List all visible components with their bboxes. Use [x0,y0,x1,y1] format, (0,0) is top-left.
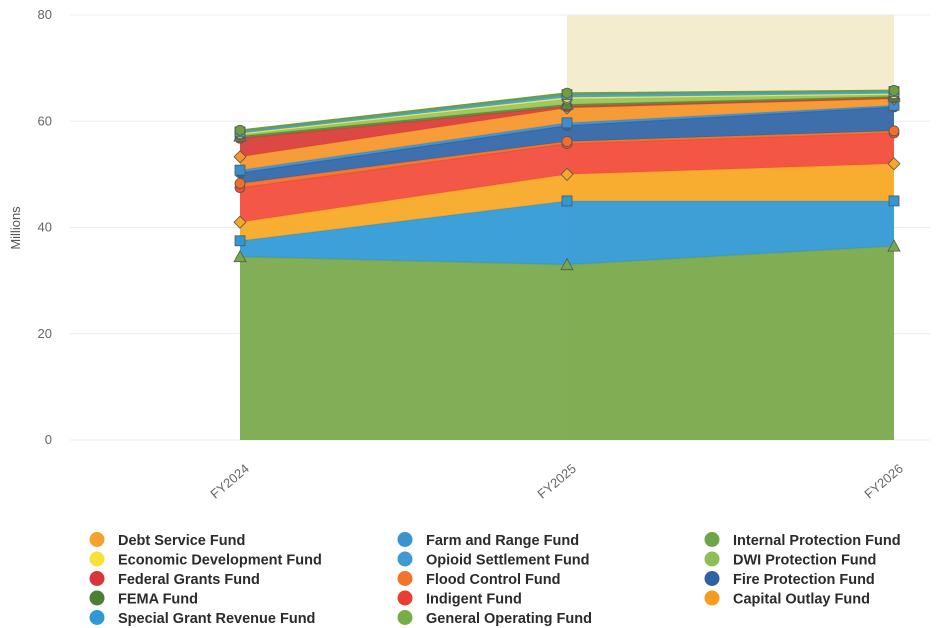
legend-swatch [89,532,105,547]
area-capital-outlay-fund [240,163,894,241]
legend-label: Economic Development Fund [118,553,322,569]
data-point-marker [233,150,247,164]
legend-label: Flood Control Fund [426,572,561,588]
data-point-marker [888,195,900,207]
data-point-marker [233,215,247,229]
y-tick-label: 80 [38,7,52,22]
area-indigent-fund [240,132,894,223]
legend: Debt Service Fund Economic Development Fu… [89,532,901,627]
marker-layer [233,85,901,271]
legend-swatch [89,571,105,586]
legend-swatch [89,590,105,606]
legend-swatch [89,551,105,567]
data-point-marker [561,136,573,147]
legend-swatch [704,590,720,606]
legend-label: Special Grant Revenue Fund [118,611,315,627]
y-tick-label: 0 [45,432,52,447]
legend-label: Federal Grants Fund [118,572,260,588]
area-general-operating-fund [240,246,894,440]
legend-label: General Operating Fund [426,611,592,627]
data-point-marker [561,195,573,207]
x-tick-label: FY2026 [861,461,906,502]
data-point-marker [560,167,574,181]
data-point-marker [234,178,246,189]
legend-label: Internal Protection Fund [733,533,901,549]
data-point-marker [560,257,574,271]
y-tick-label: 20 [38,326,52,341]
legend-label: Capital Outlay Fund [733,592,870,608]
legend-label: Debt Service Fund [118,533,245,549]
legend-swatch [397,551,413,567]
x-tick-label: FY2024 [207,461,252,502]
legend-swatch [704,532,720,547]
legend-label: Indigent Fund [426,592,522,608]
data-point-marker [888,85,900,96]
legend-label: Farm and Range Fund [426,533,579,549]
legend-label: Fire Protection Fund [733,572,875,588]
data-point-marker [561,117,573,129]
legend-label: Opioid Settlement Fund [426,553,590,569]
area-special-grant-revenue-fund [240,200,894,265]
data-point-marker [561,87,573,99]
x-tick-label: FY2025 [534,461,579,502]
legend-swatch [704,551,720,567]
area-federal-grants-fund [240,97,894,157]
legend-swatch [397,610,413,625]
data-point-marker [234,124,246,136]
legend-swatch [397,571,413,586]
data-point-marker [233,249,247,263]
legend-label: DWI Protection Fund [733,553,876,569]
legend-swatch [397,590,413,606]
data-point-marker [887,239,901,252]
y-tick-label: 60 [38,113,52,128]
legend-swatch [397,532,413,547]
legend-swatch [704,571,720,586]
data-point-marker [234,164,246,176]
data-point-marker [887,157,901,171]
legend-swatch [89,610,105,625]
legend-label: FEMA Fund [118,592,198,608]
y-axis-label: Millions [8,206,23,250]
area-fire-protection-fund [240,106,894,184]
data-point-marker [888,125,900,137]
data-point-marker [234,235,246,247]
y-tick-label: 40 [38,220,52,235]
